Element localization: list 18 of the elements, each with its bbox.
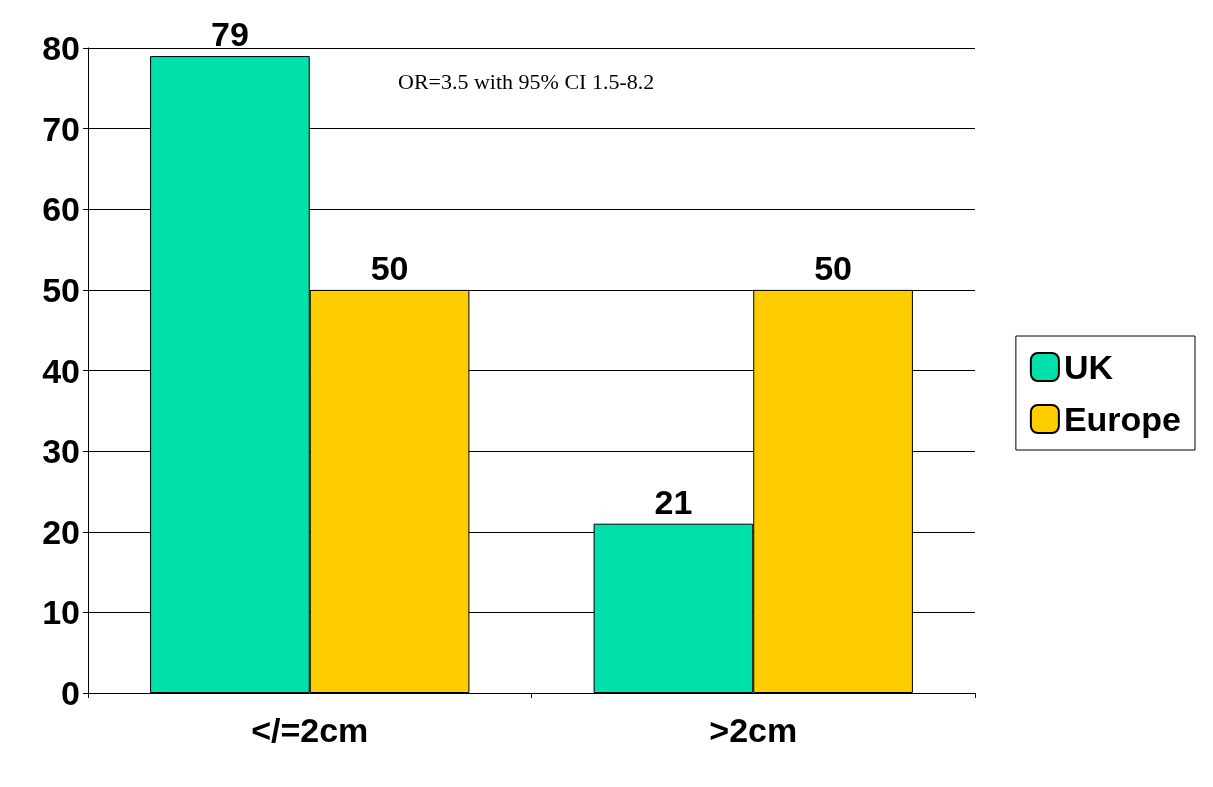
y-tick-label: 40 — [42, 351, 80, 390]
x-tick-label: </=2cm — [251, 711, 369, 749]
y-tick-label: 80 — [42, 29, 80, 67]
data-label: 79 — [211, 15, 249, 54]
data-label: 50 — [814, 248, 852, 287]
legend-label: UK — [1063, 348, 1114, 386]
y-tick-label: 70 — [42, 109, 80, 148]
y-tick-label: 60 — [42, 190, 80, 229]
y-tick-label: 50 — [42, 270, 80, 309]
x-tick-label: >2cm — [709, 711, 798, 749]
y-tick-label: 30 — [42, 432, 80, 471]
y-tick-label: 20 — [42, 512, 80, 551]
y-tick-label: 0 — [61, 674, 80, 712]
y-tick-label: 10 — [42, 593, 80, 632]
data-label: 21 — [654, 482, 693, 521]
data-label: 50 — [370, 248, 409, 287]
legend-label: Europe — [1063, 400, 1181, 438]
annotation: OR=3.5 with 95% CI 1.5-8.2 — [398, 68, 655, 94]
